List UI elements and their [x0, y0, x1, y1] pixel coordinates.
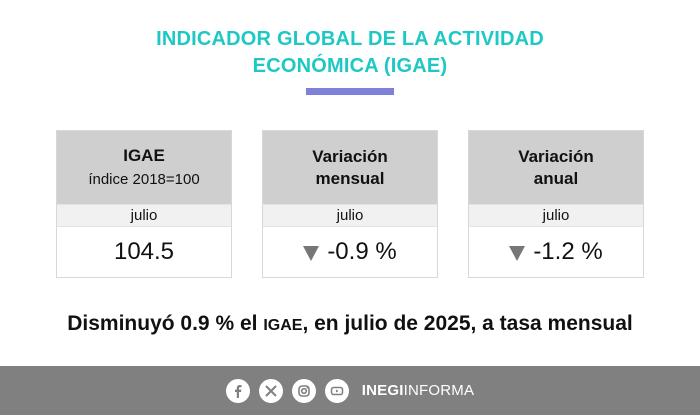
summary-abbr: IGAE — [263, 317, 303, 334]
youtube-icon[interactable] — [324, 378, 349, 403]
card-variacion-anual: Variación anual julio -1.2 % — [468, 130, 644, 278]
card-header: Variación anual — [469, 131, 643, 204]
title-underline — [306, 88, 394, 95]
card-igae: IGAE índice 2018=100 julio 104.5 — [56, 130, 232, 278]
facebook-icon[interactable] — [225, 378, 250, 403]
card-value-row: -0.9 % — [263, 227, 437, 277]
x-icon[interactable] — [258, 378, 283, 403]
inegi-informa-logo: INEGIINFORMA — [362, 382, 474, 399]
card-value-row: -1.2 % — [469, 227, 643, 277]
card-subheading: índice 2018=100 — [88, 170, 200, 188]
triangle-down-icon — [303, 245, 320, 261]
card-header: Variación mensual — [263, 131, 437, 204]
card-value: 104.5 — [113, 238, 175, 265]
summary-text: Disminuyó 0.9 % el IGAE, en julio de 202… — [0, 312, 700, 336]
card-header: IGAE índice 2018=100 — [57, 131, 231, 204]
card-heading: Variación — [312, 146, 388, 166]
card-month: julio — [57, 204, 231, 227]
card-heading: Variación — [518, 146, 594, 166]
triangle-down-icon — [509, 245, 526, 261]
instagram-icon[interactable] — [291, 378, 316, 403]
brand-light: INFORMA — [403, 382, 475, 399]
summary-part-2: , en julio de 2025, a tasa mensual — [302, 312, 633, 335]
card-month: julio — [469, 204, 643, 227]
card-variacion-mensual: Variación mensual julio -0.9 % — [262, 130, 438, 278]
card-subheading: anual — [533, 168, 579, 188]
card-subheading: mensual — [315, 168, 385, 188]
brand-bold: INEGI — [361, 382, 404, 399]
card-value: -0.9 % — [327, 238, 397, 265]
title-line-2: ECONÓMICA (IGAE) — [252, 55, 448, 77]
card-heading: IGAE — [123, 145, 165, 165]
summary-part-1: Disminuyó 0.9 % el — [67, 312, 264, 335]
title-line-1: INDICADOR GLOBAL DE LA ACTIVIDAD — [156, 28, 544, 50]
card-value-row: 104.5 — [57, 227, 231, 277]
card-month: julio — [263, 204, 437, 227]
card-value: -1.2 % — [533, 238, 603, 265]
page-title: INDICADOR GLOBAL DE LA ACTIVIDAD ECONÓMI… — [0, 26, 700, 80]
footer-bar: INEGIINFORMA — [0, 366, 700, 415]
